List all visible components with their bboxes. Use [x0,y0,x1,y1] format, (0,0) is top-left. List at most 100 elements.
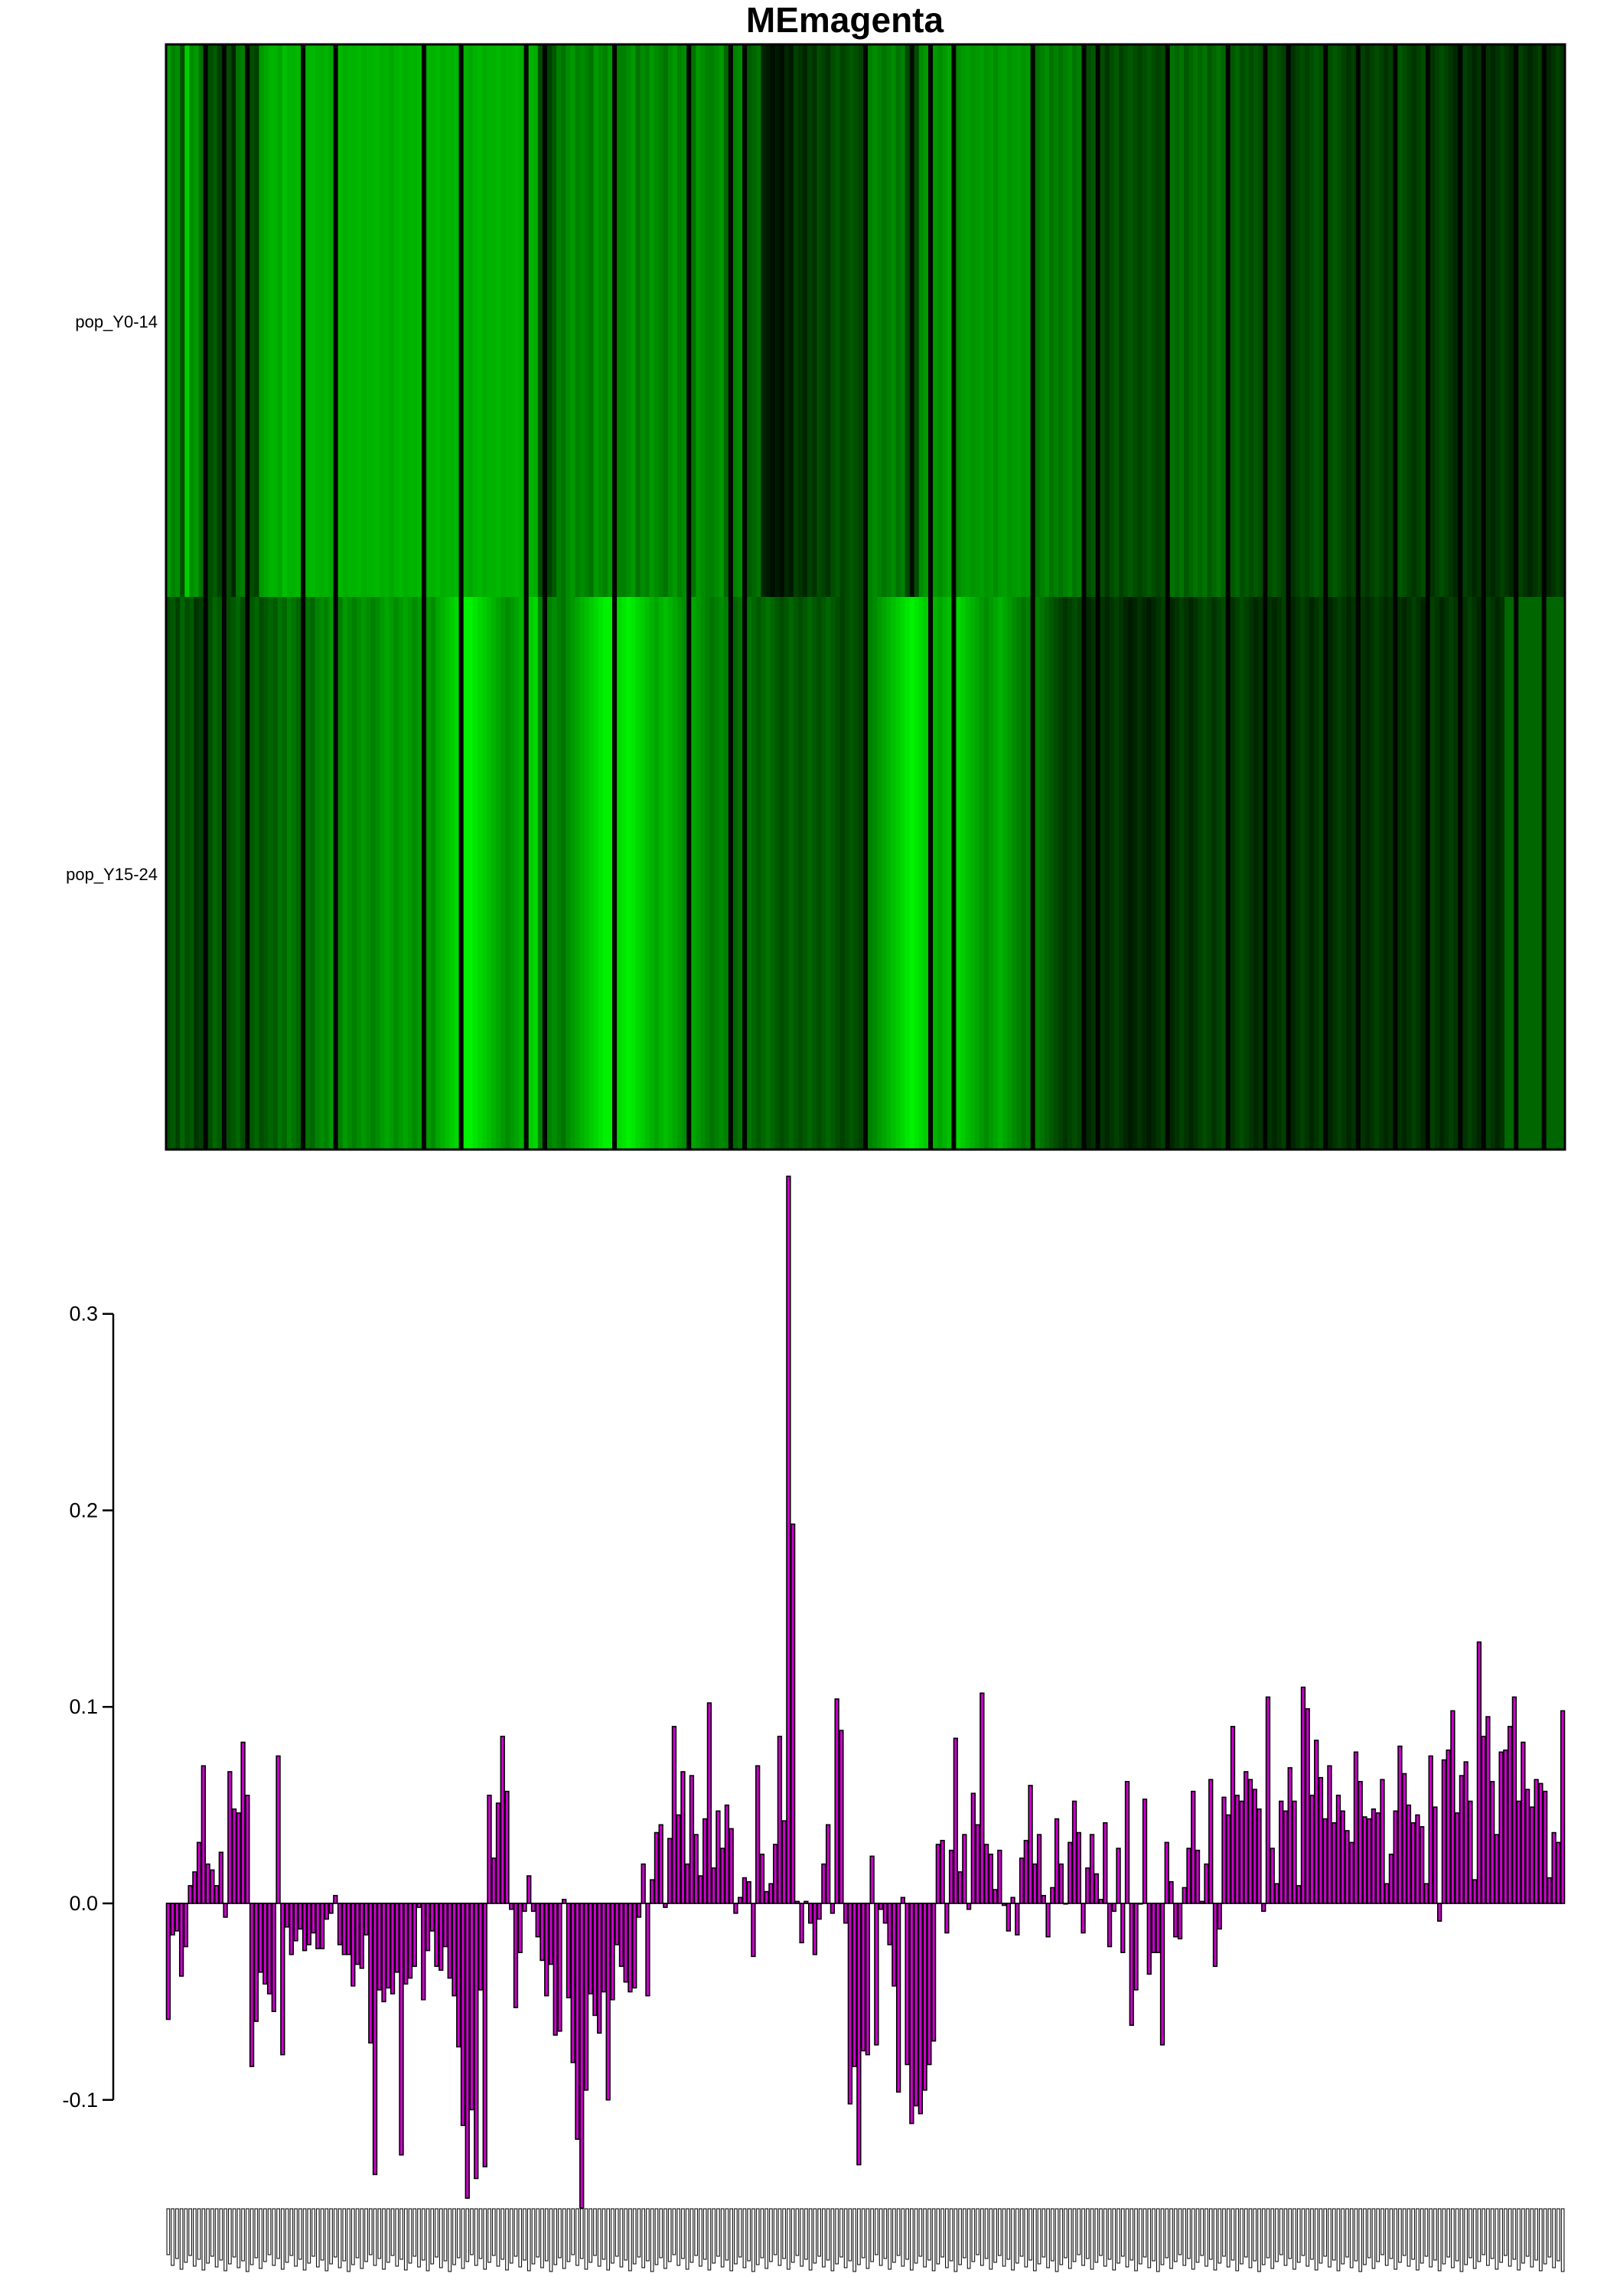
bar [1406,1804,1412,1904]
heatmap-cell [1351,597,1357,1150]
heatmap-cell [1165,44,1171,597]
heatmap-cell [1402,44,1408,597]
x-tick-label-mark [830,2208,835,2272]
bar [386,1903,391,1989]
heatmap-cell [1379,597,1384,1150]
heatmap-cell [533,44,539,597]
x-tick-label-mark [685,2208,689,2270]
heatmap-cell [1068,44,1073,597]
heatmap-cell [1314,44,1319,597]
bar [1208,1779,1214,1904]
heatmap-cell [1281,44,1287,597]
heatmap-cell [357,44,362,597]
heatmap-cell [821,597,826,1150]
heatmap-cell [319,44,325,597]
heatmap-cell [263,44,269,597]
heatmap-cell [1388,597,1393,1150]
x-tick-label-mark [804,2208,808,2260]
heatmap-cell [477,597,483,1150]
heatmap-cell [1323,44,1328,597]
bar [887,1903,892,1945]
heatmap-cell [672,44,678,597]
heatmap-cell [1072,44,1077,597]
x-tick-label-mark [672,2208,676,2255]
x-tick-label-mark [1525,2208,1530,2257]
x-tick-label-mark [601,2208,606,2260]
heatmap-cell [491,597,497,1150]
bar [821,1863,826,1904]
bar [1415,1814,1420,1904]
bar [478,1903,484,1991]
heatmap-cell [1053,597,1059,1150]
heatmap-cell [1546,44,1552,597]
bar [1015,1903,1020,1936]
x-tick-label-mark [835,2208,839,2265]
heatmap-cell [1481,44,1487,597]
heatmap-cell [259,597,265,1150]
heatmap-cell [1476,597,1482,1150]
bar [1151,1903,1156,1953]
heatmap-cell [1095,44,1101,597]
heatmap-cell [398,44,404,597]
x-tick-label-mark [1288,2208,1292,2259]
bar [1305,1708,1310,1904]
x-tick-label-mark [214,2208,219,2268]
bar [1265,1696,1271,1904]
bar [487,1794,492,1904]
heatmap-cell [886,44,892,597]
heatmap-cell [672,597,678,1150]
x-tick-label-mark [465,2208,470,2262]
x-tick-label-mark [443,2208,448,2262]
heatmap-cell [947,597,952,1150]
heatmap-cell [937,44,943,597]
heatmap-cell [970,44,976,597]
x-tick-label-mark [558,2208,562,2258]
x-tick-label-mark [865,2208,870,2269]
heatmap-cell [844,597,850,1150]
x-tick-label-mark [641,2208,646,2268]
bar [429,1903,435,1932]
heatmap-cell [1211,597,1217,1150]
bar [790,1523,796,1904]
bar [1195,1849,1201,1904]
heatmap-cell [537,597,543,1150]
heatmap-cell [1351,44,1357,597]
x-tick-label-mark [773,2208,777,2255]
x-tick-label-mark [171,2208,174,2266]
bar [1397,1745,1403,1904]
heatmap-cell [282,44,288,597]
bar [509,1903,514,1910]
heatmap-cell [1341,44,1348,597]
heatmap-cell [1504,597,1510,1150]
bar [1494,1834,1500,1904]
bar [1547,1877,1553,1904]
heatmap-cell [714,597,720,1150]
x-tick-label-mark [421,2208,425,2261]
heatmap-cell [607,44,613,597]
bar [895,1903,901,2093]
heatmap-cell [909,44,915,597]
heatmap-cell [1509,597,1514,1150]
bar [1164,1841,1169,1904]
heatmap-cell [366,597,371,1150]
heatmap-cell [728,44,734,597]
heatmap-cell [821,44,826,597]
heatmap-cell [1104,597,1110,1150]
x-tick-label-mark [699,2208,702,2267]
heatmap-cell [640,597,646,1150]
heatmap-cell [1332,597,1338,1150]
x-tick-label-mark [1442,2208,1446,2265]
bar [905,1903,910,2066]
heatmap-cell [282,597,288,1150]
x-tick-label-mark [931,2208,936,2272]
bar [772,1844,778,1904]
heatmap-cell [361,44,367,597]
heatmap-cell [1462,597,1468,1150]
x-tick-label-mark [738,2208,742,2258]
bar [328,1903,334,1914]
bar [170,1903,175,1936]
x-tick-label-mark [755,2208,760,2265]
bar [1182,1887,1187,1904]
heatmap-cell [510,597,516,1150]
x-tick-label-mark [989,2208,993,2270]
